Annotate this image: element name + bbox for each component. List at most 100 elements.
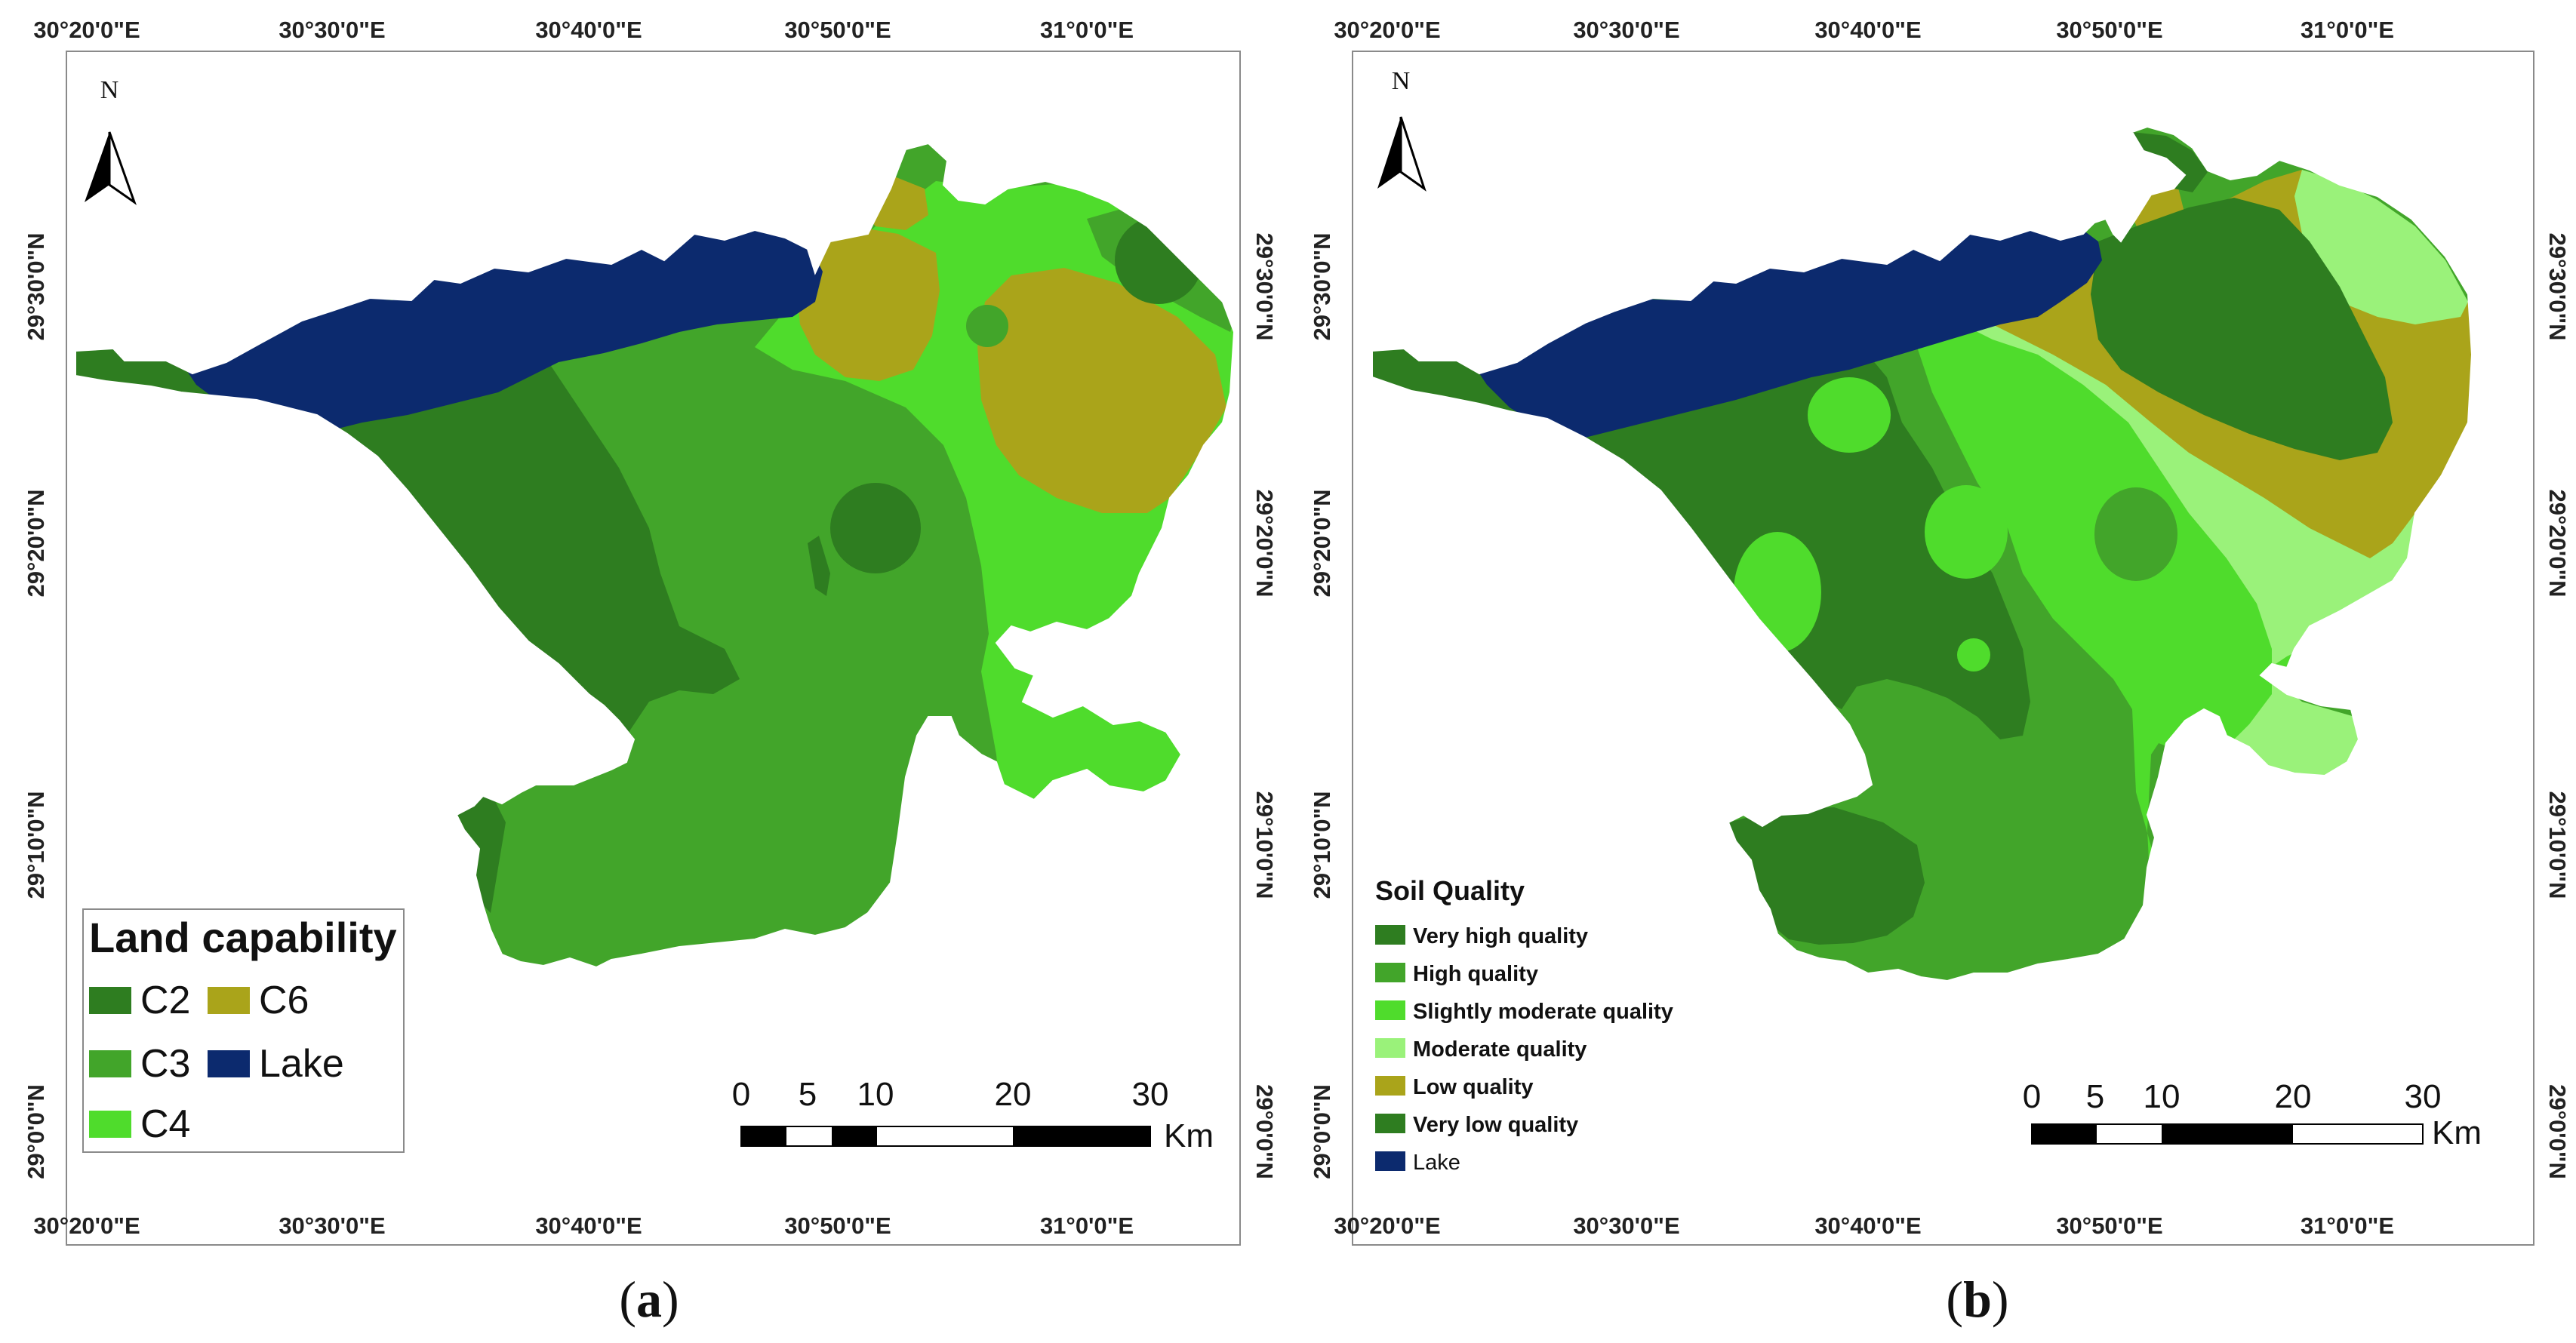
panel-b-left-lat-1: 29°30'0"N <box>1309 232 1335 340</box>
panel-a-legend-label-c3: C3 <box>140 1042 190 1086</box>
panel-a-bottom-lon-1: 30°20'0"E <box>33 1212 140 1239</box>
panel-a-top-lon-1: 30°20'0"E <box>33 17 140 43</box>
panel-a-north-label: N <box>100 76 119 104</box>
panel-b-left-lat-2: 29°20'0"N <box>1309 489 1335 597</box>
panel-b-zone-high-spot <box>2094 487 2177 581</box>
panel-a-caption: (a) <box>619 1271 679 1328</box>
panel-b-zone-very-low <box>2091 198 2393 460</box>
panel-b-legend-swatch-2 <box>1375 963 1405 982</box>
panel-b-bottom-lon-5: 31°0'0"E <box>2301 1212 2394 1239</box>
panel-b-scale-tick-30: 30 <box>2405 1078 2442 1115</box>
panel-b-legend-swatch-4 <box>1375 1038 1405 1058</box>
panel-b-left-lat-4: 29°0'0"N <box>1309 1084 1335 1179</box>
panel-a-legend-swatch-c6 <box>208 987 250 1014</box>
panel-a-right-lat-4: 29°0'0"N <box>1251 1084 1278 1179</box>
panel-a-zone-c6-east <box>977 268 1226 513</box>
panel-a-right-lat-2: 29°20'0"N <box>1251 489 1278 597</box>
panel-b-north-label: N <box>1392 67 1411 95</box>
panel-b-scale-tick-20: 20 <box>2275 1078 2312 1115</box>
panel-b-zone-very-high-south <box>1728 807 1925 945</box>
panel-b-north-arrow-icon <box>1377 117 1401 189</box>
panel-a-bottom-lon-2: 30°30'0"E <box>279 1212 385 1239</box>
panel-b-zone-slightly-moderate <box>1917 294 2302 981</box>
panel-a-legend-label-c6: C6 <box>259 979 309 1022</box>
panel-a-zone-c6-north <box>796 226 940 381</box>
panel-a-zone-lake <box>181 226 823 445</box>
panel-a-north-arrow-icon-half <box>108 131 137 205</box>
panel-a-zone-c3-spot <box>966 305 1008 347</box>
panel-a-left-lat-3: 29°10'0"N <box>23 791 49 899</box>
panel-a-left-lat-2: 29°20'0"N <box>23 489 49 597</box>
panel-b-scale-unit: Km <box>2432 1114 2482 1151</box>
panel-b-top-lon-3: 30°40'0"E <box>1814 17 1921 43</box>
panel-b-legend-label-1: Very high quality <box>1413 924 1588 948</box>
panel-a-scale-tick-30: 30 <box>1132 1076 1169 1113</box>
panel-b-scale-bar: 0 5 10 20 30 Km <box>2023 1078 2482 1151</box>
panel-a-legend-swatch-c4 <box>89 1111 131 1138</box>
panel-a-legend-swatch-c3 <box>89 1050 131 1077</box>
panel-a-zone-c2-sliver <box>808 536 830 596</box>
panel-b-north-arrow-icon-half <box>1399 116 1426 192</box>
panel-b: 30°20'0"E 30°30'0"E 30°40'0"E 30°50'0"E … <box>1309 17 2571 1328</box>
panel-b-legend: Soil Quality Very high quality High qual… <box>1375 875 1673 1175</box>
panel-b-left-lat-3: 29°10'0"N <box>1309 791 1335 899</box>
panel-a-bottom-lon-5: 31°0'0"E <box>1040 1212 1134 1239</box>
panel-a-right-lat-1: 29°30'0"N <box>1251 232 1278 340</box>
panel-b-top-lon-1: 30°20'0"E <box>1334 17 1440 43</box>
panel-b-scale-tick-10: 10 <box>2144 1078 2181 1115</box>
panel-b-legend-swatch-1 <box>1375 925 1405 945</box>
panel-b-zone-slightly-moderate-spot-4 <box>1808 377 1891 453</box>
panel-b-bottom-lon-1: 30°20'0"E <box>1334 1212 1440 1239</box>
panel-a: 30°20'0"E 30°30'0"E 30°40'0"E 30°50'0"E … <box>23 17 1278 1328</box>
panel-b-top-lon-2: 30°30'0"E <box>1573 17 1679 43</box>
panel-b-legend-label-3: Slightly moderate quality <box>1413 1000 1673 1024</box>
panel-b-scale-tick-5: 5 <box>2086 1078 2104 1115</box>
panel-b-legend-swatch-6 <box>1375 1114 1405 1133</box>
panel-a-right-lat-3: 29°10'0"N <box>1251 791 1278 899</box>
panel-a-top-lon-3: 30°40'0"E <box>535 17 642 43</box>
panel-a-legend-label-c4: C4 <box>140 1102 190 1146</box>
panel-b-right-lat-4: 29°0'0"N <box>2544 1084 2571 1179</box>
panel-b-right-lat-3: 29°10'0"N <box>2544 791 2571 899</box>
panel-b-bottom-lon-2: 30°30'0"E <box>1573 1212 1679 1239</box>
panel-b-zone-lake <box>1472 226 2102 441</box>
panel-b-legend-label-6: Very low quality <box>1413 1113 1578 1137</box>
panel-b-legend-label-7: Lake <box>1413 1151 1460 1175</box>
panel-b-top-lon-4: 30°50'0"E <box>2056 17 2162 43</box>
panel-b-caption: (b) <box>1946 1271 2008 1328</box>
panel-b-legend-label-5: Low quality <box>1413 1075 1534 1099</box>
panel-a-top-lon-4: 30°50'0"E <box>784 17 891 43</box>
panel-b-bottom-lon-3: 30°40'0"E <box>1814 1212 1921 1239</box>
panel-a-scale-unit: Km <box>1164 1117 1214 1154</box>
panel-a-zone-c2-center <box>830 483 921 573</box>
panel-b-zone-slightly-moderate-spot-3 <box>1957 638 1990 672</box>
panel-b-top-lon-5: 31°0'0"E <box>2301 17 2394 43</box>
panel-a-scale-bar: 0 5 10 20 30 Km <box>732 1076 1214 1154</box>
panel-b-legend-label-2: High quality <box>1413 962 1538 986</box>
panel-a-legend-title: Land capability <box>89 914 397 961</box>
panel-a-scale-tick-20: 20 <box>995 1076 1032 1113</box>
panel-b-legend-label-4: Moderate quality <box>1413 1037 1587 1062</box>
panel-a-legend-label-c2: C2 <box>140 979 190 1022</box>
panel-b-legend-title: Soil Quality <box>1375 875 1525 906</box>
panel-b-scale-tick-0: 0 <box>2023 1078 2041 1115</box>
panel-b-legend-swatch-7 <box>1375 1151 1405 1171</box>
panel-a-legend <box>82 908 405 1153</box>
panel-a-bottom-lon-4: 30°50'0"E <box>784 1212 891 1239</box>
panel-a-left-lat-4: 29°0'0"N <box>23 1084 49 1179</box>
panel-b-zone-slightly-moderate-spot-2 <box>1925 485 2008 579</box>
panel-a-scale-tick-5: 5 <box>799 1076 817 1113</box>
panel-b-legend-swatch-3 <box>1375 1000 1405 1020</box>
panel-a-legend-swatch-c2 <box>89 987 131 1014</box>
panel-b-bottom-lon-4: 30°50'0"E <box>2056 1212 2162 1239</box>
panel-a-north-arrow-icon <box>85 132 109 202</box>
panel-a-legend-label-lake: Lake <box>259 1042 344 1086</box>
panel-a-scale-tick-10: 10 <box>857 1076 894 1113</box>
panel-b-right-lat-1: 29°30'0"N <box>2544 232 2571 340</box>
panel-a-top-lon-5: 31°0'0"E <box>1040 17 1134 43</box>
panel-b-right-lat-2: 29°20'0"N <box>2544 489 2571 597</box>
panel-a-top-lon-2: 30°30'0"E <box>279 17 385 43</box>
panel-a-bottom-lon-3: 30°40'0"E <box>535 1212 642 1239</box>
panel-a-scale-tick-0: 0 <box>732 1076 750 1113</box>
